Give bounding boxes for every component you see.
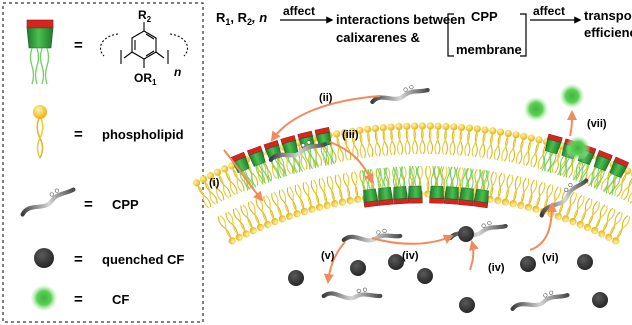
step-v: (v) (321, 250, 335, 262)
header-result-line1: transport (584, 8, 632, 23)
bracket-right (520, 13, 527, 57)
header-interactions-line1: interactions between (336, 12, 465, 27)
header-interactions-line2: calixarenes & (336, 30, 420, 45)
cf-ball (560, 84, 584, 108)
arrow-vi (529, 202, 557, 251)
arrow-iv-1 (371, 234, 454, 245)
legend-calixarene-equals: = (74, 37, 83, 54)
step-iv-a: (iv) (402, 250, 419, 262)
phospholipid (560, 190, 580, 225)
phospholipid (378, 123, 390, 157)
phospholipid (455, 123, 467, 157)
released-cf (524, 84, 590, 160)
phospholipid (268, 190, 288, 225)
legend-phospholipid-row: = phospholipid (33, 105, 184, 159)
legend-panel: = R2 OR1 n (2, 2, 204, 323)
step-vi: (vi) (542, 252, 559, 264)
structure-r2: R2 (138, 8, 152, 24)
phospholipid (222, 210, 245, 243)
calixarene-icon (26, 19, 54, 85)
phospholipid (402, 122, 412, 155)
phospholipid (603, 210, 626, 243)
legend-cpp-label: CPP (112, 197, 139, 212)
quenched-cf (520, 256, 536, 272)
bracket-cpp: CPP (471, 9, 498, 24)
quenched-cf (417, 268, 433, 284)
header-variables: R1, R2, n (216, 10, 267, 27)
quenched-cf (459, 297, 475, 313)
phospholipid (276, 188, 295, 222)
arrow-i (223, 149, 264, 202)
cpp-released-2 (511, 289, 568, 309)
phospholipid-icon (33, 105, 47, 159)
step-labels: (i) (ii) (iii) (iv) (iv) (v) (vi) (vii) (209, 92, 607, 274)
legend-cf-row: = CF (31, 285, 129, 311)
step-vii: (vii) (587, 118, 607, 130)
process-arrows (223, 95, 577, 284)
arrow-ii (270, 95, 381, 142)
legend-cf-equals: = (74, 291, 83, 308)
phospholipid (433, 121, 443, 155)
legend-quenched-row: = quenched CF (34, 248, 184, 268)
cpp-released-1 (324, 282, 381, 303)
phospholipid (425, 121, 435, 155)
legend-calixarene-row: = R2 OR1 n (26, 8, 188, 87)
cpp-bound-inner-2 (449, 220, 506, 238)
arrow-vii (566, 110, 577, 137)
phospholipid (440, 122, 451, 156)
structure-n: n (174, 65, 181, 79)
legend-phospholipid-label: phospholipid (102, 127, 184, 142)
cpp-icon (18, 184, 76, 214)
legend-quenched-equals: = (74, 251, 83, 268)
phospholipid (394, 122, 405, 156)
header-relation: R1, R2, n affect interactions between ca… (216, 4, 632, 57)
quenched-cf (458, 226, 474, 242)
phospholipid (596, 206, 618, 240)
step-iv-b: (iv) (488, 262, 505, 274)
header-affect-2: affect (533, 4, 565, 18)
cf-icon (31, 285, 57, 311)
phospholipid (215, 213, 238, 247)
quenched-cf (388, 254, 404, 270)
quenched-cf-icon (34, 248, 54, 268)
bracket-left (447, 13, 454, 57)
legend-phospholipid-equals: = (74, 126, 83, 143)
quenched-cf (350, 260, 366, 276)
calixarene-structure (100, 22, 188, 68)
header-affect-1: affect (283, 4, 315, 18)
step-iii: (iii) (342, 129, 359, 141)
structure-or1: OR1 (134, 71, 157, 87)
calixarene (407, 165, 423, 204)
cpp-bound-inner-1 (344, 226, 401, 244)
step-ii: (ii) (319, 92, 333, 104)
phospholipid (610, 213, 632, 247)
quenched-cf (577, 254, 593, 270)
arrow-iii (329, 141, 374, 184)
legend-cf-label: CF (112, 292, 129, 307)
cf-ball (566, 136, 590, 160)
phospholipid (260, 193, 281, 227)
arrow-v (323, 241, 346, 284)
legend-quenched-label: quenched CF (102, 252, 184, 267)
cpp-top (371, 84, 428, 102)
bracket-membrane: membrane (456, 42, 522, 57)
phospholipid (567, 193, 587, 227)
step-i: (i) (209, 177, 220, 189)
phospholipid (447, 122, 459, 156)
phospholipid (230, 206, 252, 240)
quenched-cf (288, 270, 304, 286)
legend-cpp-row: = CPP (18, 184, 139, 214)
legend-cpp-equals: = (84, 196, 93, 213)
phospholipid (386, 122, 398, 156)
cf-ball (524, 97, 548, 121)
header-result-line2: efficiency (584, 25, 632, 40)
quenched-cf (592, 292, 608, 308)
phospholipid (418, 121, 427, 155)
arrow-iv-2 (469, 240, 479, 271)
phospholipid (410, 121, 420, 155)
quenched-cf-balls (288, 226, 608, 313)
